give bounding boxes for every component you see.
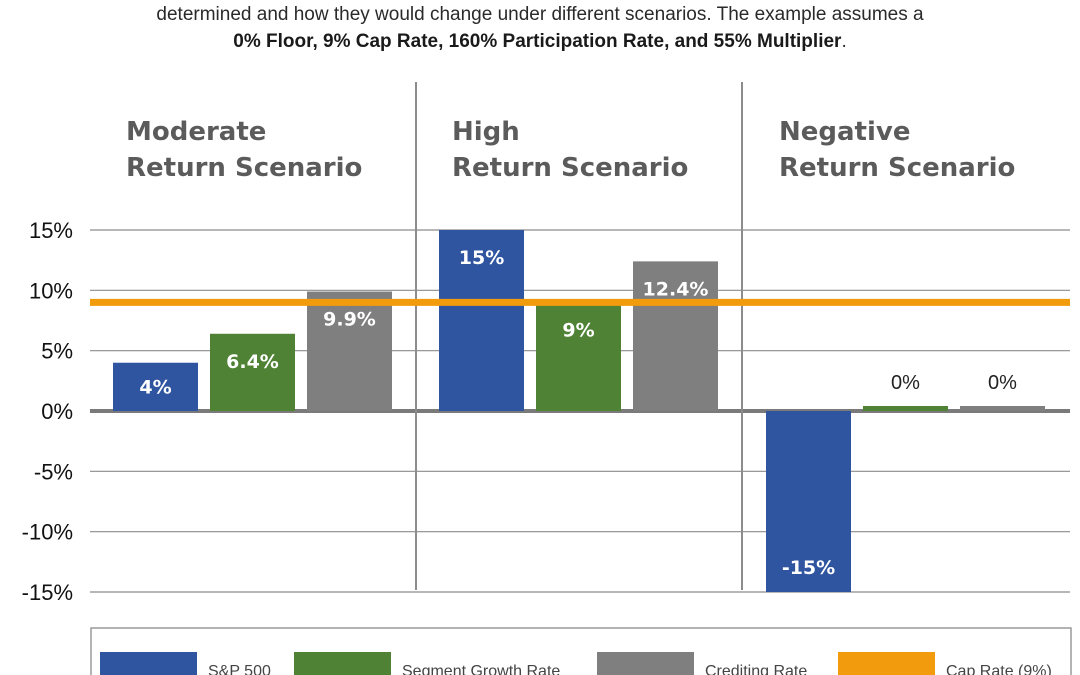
data-label: 4%	[139, 377, 171, 399]
bar	[210, 333, 295, 411]
bar	[960, 406, 1045, 411]
data-label: 0%	[988, 372, 1017, 394]
data-label: 12.4%	[643, 278, 709, 300]
scenario-title: Return Scenario	[126, 153, 362, 183]
y-axis-ticks: 15% 10% 5% 0% -5% -10% -15%	[22, 218, 73, 605]
bar	[536, 302, 621, 411]
data-label: 15%	[459, 247, 504, 269]
y-tick-label: 0%	[41, 399, 73, 424]
data-label: 9%	[562, 319, 594, 341]
intro-assumptions: 0% Floor, 9% Cap Rate, 160% Participatio…	[233, 31, 842, 52]
legend-swatch	[597, 652, 694, 675]
y-tick-label: 5%	[41, 339, 73, 364]
bar	[633, 261, 718, 411]
data-label: 0%	[891, 372, 920, 394]
scenario-title: High	[452, 117, 520, 147]
data-label: 6.4%	[226, 351, 279, 373]
y-tick-label: -15%	[22, 580, 73, 605]
legend-swatch	[294, 652, 391, 675]
scenario-title: Return Scenario	[452, 153, 688, 183]
legend-box	[90, 627, 1072, 675]
bar	[307, 291, 392, 411]
intro-line-2: 0% Floor, 9% Cap Rate, 160% Participatio…	[0, 28, 1080, 55]
intro-line-1: determined and how they would change und…	[156, 4, 924, 25]
bar	[766, 411, 851, 592]
scenario-title: Negative	[779, 117, 910, 147]
bar	[863, 406, 948, 411]
legend-swatch	[100, 652, 197, 675]
data-label: 9.9%	[323, 309, 376, 331]
y-tick-label: -10%	[22, 520, 73, 545]
legend-swatch	[838, 652, 935, 675]
bars	[113, 230, 1045, 592]
data-label: -15%	[782, 557, 835, 579]
bar	[113, 362, 198, 411]
data-labels: 4% 15% -15% 6.4% 9% 0% 9.9% 12.4% 0%	[139, 247, 1017, 579]
scenario-title: Return Scenario	[779, 153, 1015, 183]
intro-period: .	[841, 31, 847, 52]
legend-label: S&P 500	[208, 663, 271, 675]
legend-label: Cap Rate (9%)	[946, 663, 1052, 675]
scenario-titles: Moderate Return Scenario High Return Scenar…	[126, 117, 1015, 183]
y-tick-label: 10%	[29, 278, 73, 303]
intro-text: determined and how they would change und…	[0, 0, 1080, 55]
scenario-title: Moderate	[126, 117, 266, 147]
legend-label: Crediting Rate	[705, 663, 807, 675]
y-tick-label: 15%	[29, 218, 73, 243]
scenario-dividers	[415, 82, 743, 590]
y-tick-label: -5%	[34, 459, 73, 484]
legend: S&P 500 Segment Growth Rate Crediting Rate…	[90, 627, 1072, 675]
legend-label: Segment Growth Rate	[402, 663, 560, 675]
bar	[439, 230, 524, 411]
